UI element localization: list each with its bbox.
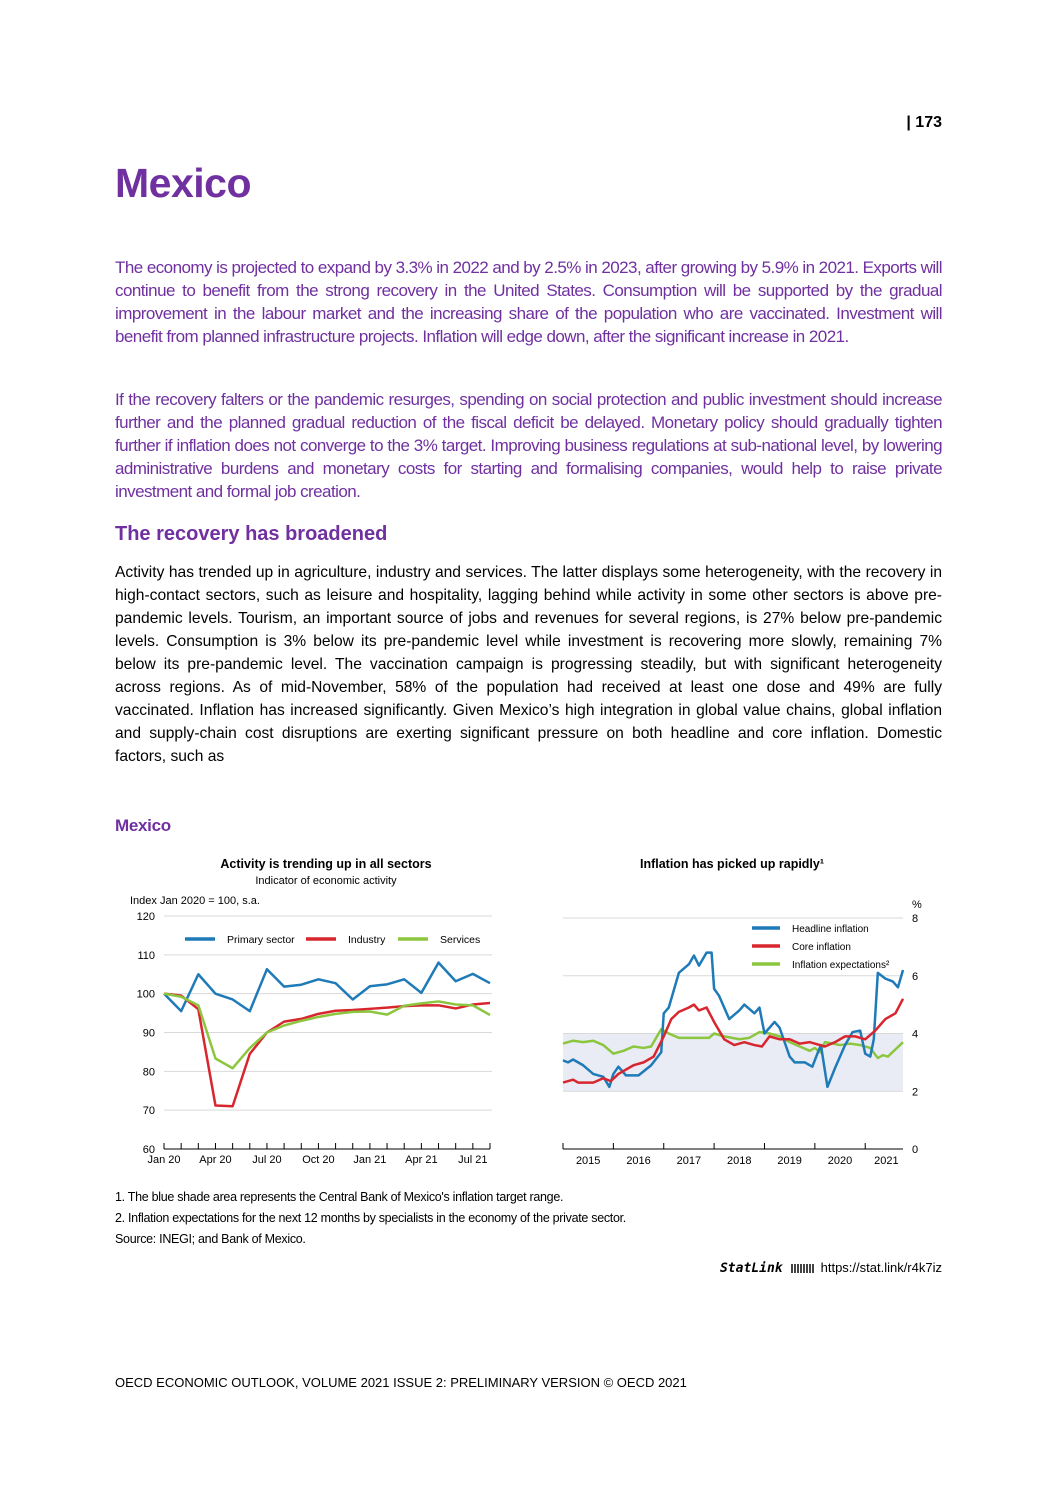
series-line-expectations [562, 1027, 904, 1060]
chart2-title: Inflation has picked up rapidly¹ [640, 857, 824, 871]
x-tick-label: Jan 20 [147, 1154, 180, 1166]
x-tick-label: Jan 21 [353, 1154, 386, 1166]
legend-label: Core inflation [792, 942, 851, 953]
legend-label: Services [440, 934, 480, 946]
y-tick-label: 60 [143, 1144, 155, 1156]
activity-chart: Activity is trending up in all sectors I… [130, 857, 492, 1166]
x-tick-label: 2015 [576, 1155, 600, 1167]
statlink-brand: StatLink [719, 1261, 783, 1276]
x-tick-label: 2017 [677, 1155, 701, 1167]
x-tick-label: 2020 [828, 1155, 852, 1167]
body-paragraph: Activity has trended up in agriculture, … [115, 564, 942, 765]
inflation-chart: Inflation has picked up rapidly¹ % 0 2 4 6 8… [562, 857, 922, 1167]
chart1-title: Activity is trending up in all sectors [220, 857, 431, 871]
legend-label: Primary sector [227, 934, 295, 946]
y-tick-label: 70 [143, 1105, 155, 1117]
y-tick-label: 90 [143, 1028, 155, 1040]
y-tick-label: 120 [137, 911, 155, 923]
x-tick-label: Apr 21 [405, 1154, 437, 1166]
statlink-url[interactable]: https://stat.link/r4k7iz [820, 1260, 942, 1275]
page-title: Mexico [115, 160, 252, 206]
series-line-primary-sector [163, 961, 491, 1013]
y-tick-label: 100 [137, 989, 155, 1001]
x-tick-label: 2016 [626, 1155, 650, 1167]
page-footer: OECD ECONOMIC OUTLOOK, VOLUME 2021 ISSUE… [115, 1375, 687, 1390]
y-tick-label: 110 [137, 950, 155, 962]
series-line-industry [163, 992, 491, 1108]
section-heading: The recovery has broadened [115, 523, 388, 545]
charts-area: Activity is trending up in all sectors I… [130, 857, 922, 1167]
y-tick-label: 6 [912, 971, 918, 983]
summary-paragraph-1: The economy is projected to expand by 3.… [115, 258, 943, 346]
statlink-logo-icon [790, 1264, 815, 1274]
chart1-ylabel: Index Jan 2020 = 100, s.a. [130, 895, 260, 907]
page-number: | 173 [906, 114, 942, 131]
source-note: Source: INEGI; and Bank of Mexico. [115, 1232, 306, 1246]
legend-label: Industry [348, 934, 386, 946]
legend-label: Inflation expectations² [792, 960, 890, 971]
footnote-1: 1. The blue shade area represents the Ce… [115, 1190, 564, 1204]
y-tick-label: 2 [912, 1086, 918, 1098]
y-tick-label: 8 [912, 913, 918, 925]
y-tick-label: 0 [912, 1144, 918, 1156]
x-tick-label: Jul 20 [252, 1154, 281, 1166]
y-tick-label: 4 [912, 1029, 918, 1041]
statlink: StatLink https://stat.link/r4k7iz [640, 1260, 942, 1276]
x-tick-label: Jul 21 [458, 1154, 487, 1166]
x-tick-label: 2018 [727, 1155, 751, 1167]
target-band [563, 1033, 903, 1092]
series-line-services [163, 992, 491, 1070]
series-line-headline [562, 951, 905, 1089]
summary-paragraph-2: If the recovery falters or the pandemic … [115, 390, 943, 501]
x-tick-label: Oct 20 [302, 1154, 334, 1166]
x-tick-label: 2021 [874, 1155, 898, 1167]
series-line-core [562, 998, 905, 1084]
y-tick-label: 80 [143, 1066, 155, 1078]
figure-title: Mexico [115, 816, 171, 835]
legend-label: Headline inflation [792, 924, 869, 935]
x-tick-label: Apr 20 [199, 1154, 231, 1166]
chart1-subtitle: Indicator of economic activity [255, 875, 397, 887]
x-tick-label: 2019 [777, 1155, 801, 1167]
footnote-2: 2. Inflation expectations for the next 1… [115, 1211, 626, 1225]
chart2-ylabel: % [912, 899, 922, 911]
